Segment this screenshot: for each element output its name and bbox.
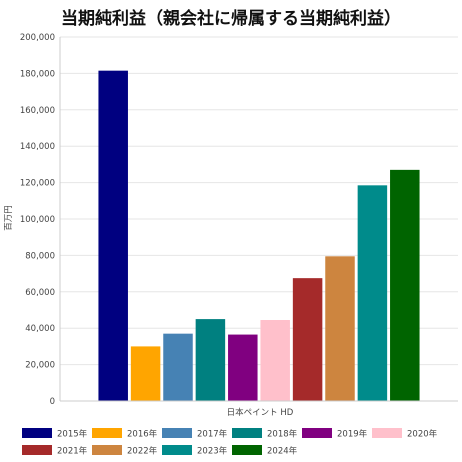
y-tick-label: 80,000 [25,251,55,261]
y-tick-label: 200,000 [20,33,55,43]
y-tick-label: 140,000 [20,142,55,152]
y-tick-label: 100,000 [20,215,55,225]
bar-2017年[interactable] [163,333,193,401]
legend-label: 2024年 [267,446,298,457]
legend-item[interactable]: 2022年 [92,445,158,457]
legend-item[interactable]: 2020年 [372,428,438,440]
legend-item[interactable]: 2017年 [162,428,228,440]
bar-2016年[interactable] [130,346,161,401]
legend-swatch [232,428,262,438]
bar-2023年[interactable] [357,185,388,401]
legend-swatch [162,445,192,455]
legend-item[interactable]: 2018年 [232,428,298,440]
legend-label: 2022年 [127,446,158,457]
bar-2020年[interactable] [260,320,290,401]
legend-swatch [162,428,192,438]
bar-2018年[interactable] [195,319,226,401]
legend-item[interactable]: 2016年 [92,428,158,440]
legend-label: 2015年 [57,429,88,440]
y-tick-label: 40,000 [25,324,55,334]
y-tick-label: 180,000 [20,69,55,79]
legend-label: 2016年 [127,429,158,440]
legend-item[interactable]: 2021年 [22,445,88,457]
bar-2015年[interactable] [98,70,128,402]
chart-title: 当期純利益（親会社に帰属する当期純利益） [61,9,401,29]
bar-2024年[interactable] [390,169,420,401]
legend-swatch [232,445,262,455]
y-tick-label: 120,000 [20,179,55,189]
legend-item[interactable]: 2015年 [22,428,88,440]
legend-swatch [302,428,332,438]
bar-2022年[interactable] [325,256,355,401]
y-tick-labels: 0 20,000 40,000 60,000 80,000 100,000 120,000 1… [20,33,55,407]
axes [59,37,458,402]
legend-swatch [22,428,52,438]
y-axis-label: 百万円 [4,205,14,231]
legend-swatch [372,428,402,438]
legend-item[interactable]: 2019年 [302,428,368,440]
legend-label: 2020年 [407,429,438,440]
legend-swatch [22,445,52,455]
legend-item[interactable]: 2024年 [232,445,298,457]
y-tick-label: 160,000 [20,106,55,116]
bar-2019年[interactable] [228,334,258,401]
legend-swatch [92,428,122,438]
legend-label: 2019年 [337,429,368,440]
legend-item[interactable]: 2023年 [162,445,228,457]
legend-label: 2023年 [197,446,228,457]
y-tick-label: 60,000 [25,288,55,298]
y-tick-label: 20,000 [25,361,55,371]
bar-2021年[interactable] [292,278,323,401]
legend-label: 2021年 [57,446,88,457]
x-axis-label: 日本ペイント HD [227,407,294,418]
y-tick-label: 0 [50,397,55,407]
bars [98,70,420,402]
legend-swatch [92,445,122,455]
legend-label: 2018年 [267,429,298,440]
legend: 2015年 2016年 2017年 2018年 2019年 2020年 2021年 2022年… [22,428,438,457]
legend-label: 2017年 [197,429,228,440]
